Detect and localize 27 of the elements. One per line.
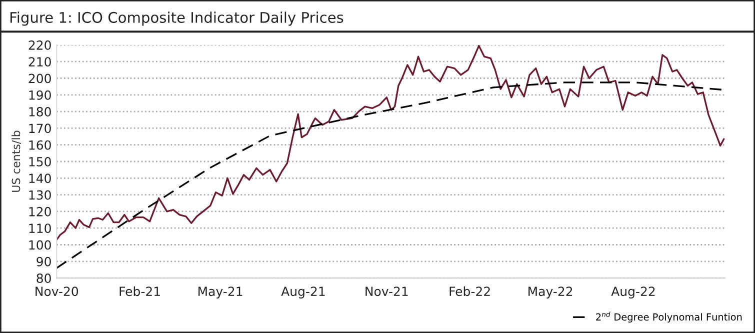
y-tick-label: 220 bbox=[28, 40, 51, 50]
x-tick-label: May-21 bbox=[198, 286, 242, 298]
x-tick-label: Feb-21 bbox=[120, 286, 160, 296]
y-tick-label: 150 bbox=[29, 156, 51, 166]
y-tick-label: 210 bbox=[28, 57, 51, 67]
y-tick-label: 140 bbox=[29, 174, 51, 184]
y-tick-label: 200 bbox=[28, 74, 51, 84]
y-tick-label: 180 bbox=[29, 107, 51, 116]
x-tick-label: Feb-22 bbox=[450, 286, 490, 296]
y-axis-title: US cents/lb bbox=[12, 130, 22, 192]
y-tick-label: 90 bbox=[36, 256, 51, 266]
x-tick-label: May-22 bbox=[528, 286, 572, 298]
y-tick-label: 170 bbox=[29, 124, 51, 134]
y-tick-label: 110 bbox=[29, 224, 51, 234]
line-series bbox=[56, 44, 725, 241]
legend-label: 2$^{nd}$ Degree Polynomal Funtion bbox=[596, 312, 742, 323]
x-tick-label: Nov-20 bbox=[36, 286, 78, 296]
y-tick-label: 80 bbox=[36, 274, 51, 283]
y-tick-label: 120 bbox=[29, 206, 51, 216]
y-tick-label: 100 bbox=[29, 240, 51, 250]
x-tick-label: Aug-22 bbox=[611, 286, 655, 298]
chart-title: Figure 1: ICO Composite Indicator Daily Prices bbox=[10, 12, 344, 26]
y-tick-label: 160 bbox=[29, 140, 51, 150]
x-tick-label: Aug-21 bbox=[281, 286, 325, 298]
y-tick-label: 130 bbox=[29, 190, 51, 200]
x-tick-label: Nov-21 bbox=[366, 286, 408, 296]
y-tick-label: 190 bbox=[29, 90, 51, 100]
